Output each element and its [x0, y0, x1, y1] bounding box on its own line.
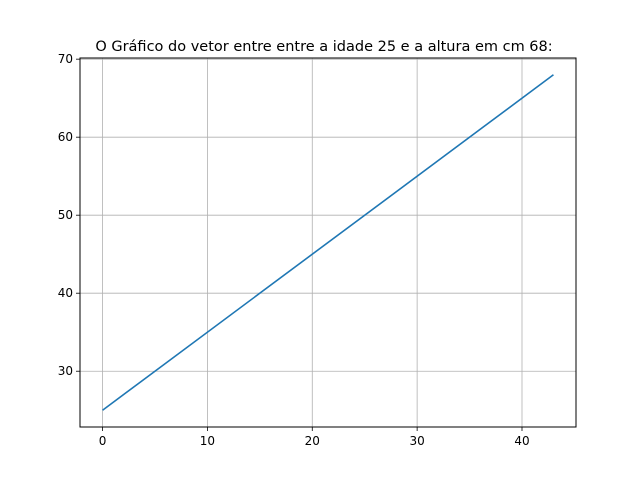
grid: [80, 58, 576, 427]
chart-title: O Gráfico do vetor entre entre a idade 2…: [95, 39, 552, 55]
plot-frame: [79, 57, 577, 428]
series-line: [102, 74, 554, 411]
x-tick-label: 0: [99, 434, 107, 448]
x-tick-label: 30: [409, 434, 424, 448]
x-tick-label: 20: [305, 434, 320, 448]
y-tick-label: 50: [58, 208, 73, 222]
y-tick-label: 60: [58, 130, 73, 144]
x-tick-label: 10: [200, 434, 215, 448]
y-tick-label: 70: [58, 52, 73, 66]
x-tick-label: 40: [514, 434, 529, 448]
y-axis: 30 40 50 60 70: [58, 52, 80, 378]
series-layer: [102, 74, 554, 411]
y-tick-label: 40: [58, 286, 73, 300]
y-tick-label: 30: [58, 364, 73, 378]
x-axis: 0 10 20 30 40: [99, 427, 530, 448]
